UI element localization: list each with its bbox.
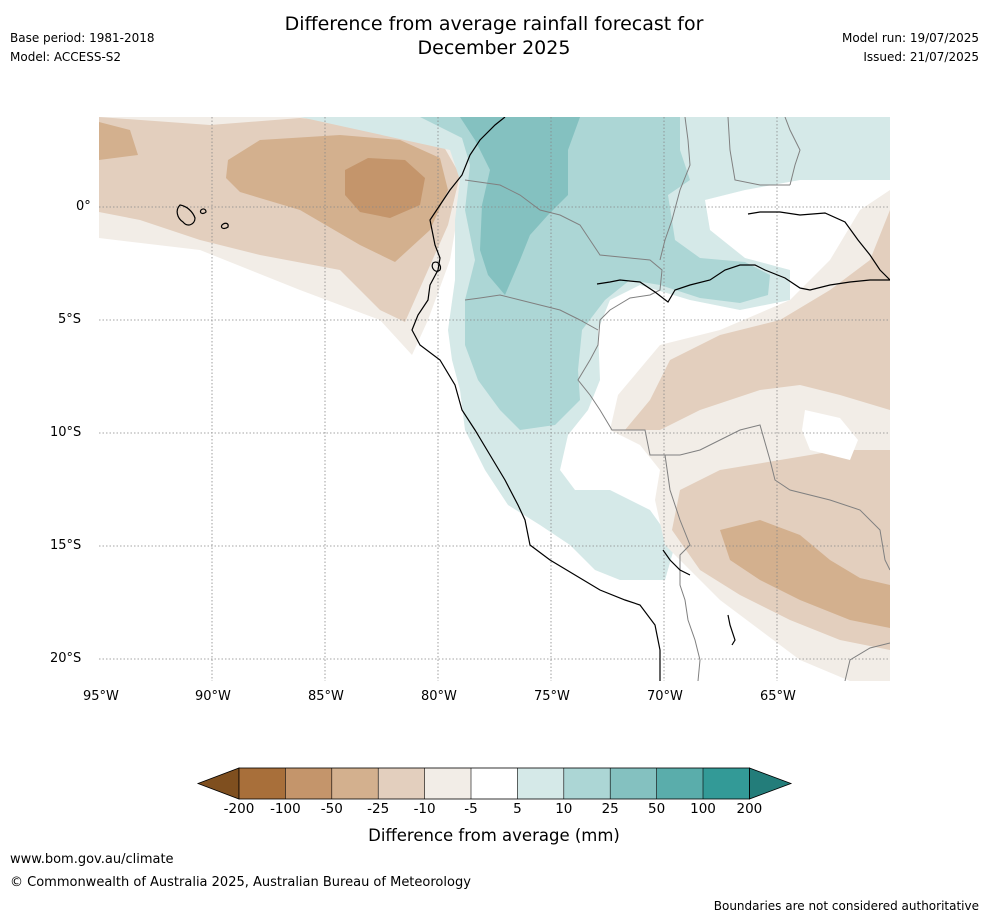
lon-tick: 75°W	[534, 689, 570, 704]
colorbar-swatch	[563, 768, 611, 799]
colorbar-tick-label: -5	[464, 801, 478, 817]
lon-tick: 65°W	[760, 689, 796, 704]
lon-tick: 70°W	[647, 689, 683, 704]
colorbar-tick-label: 200	[736, 801, 763, 817]
map-title: Difference from average rainfall forecas…	[0, 12, 988, 60]
colorbar-swatch	[239, 768, 286, 799]
copyright-text: © Commonwealth of Australia 2025, Austra…	[10, 875, 471, 890]
colorbar-swatch	[471, 768, 518, 799]
lat-tick: 15°S	[50, 538, 82, 553]
lon-tick: 95°W	[83, 689, 119, 704]
colorbar-swatches	[196, 767, 793, 800]
colorbar-tick-label: 25	[601, 801, 619, 817]
wet-region-25	[460, 117, 580, 295]
website-link[interactable]: www.bom.gov.au/climate	[10, 852, 174, 867]
colorbar-outline	[238, 767, 750, 800]
country-borders	[464, 117, 890, 681]
lat-tick: 0°	[76, 199, 91, 214]
colorbar-tick-label: -200	[223, 801, 255, 817]
title-line-1: Difference from average rainfall forecas…	[284, 13, 704, 35]
dry-region-50	[345, 158, 425, 218]
lat-tick: 5°S	[58, 312, 82, 327]
colorbar-tick-label: -100	[270, 801, 301, 817]
title-line-2: December 2025	[417, 37, 571, 59]
lat-tick: 10°S	[50, 425, 82, 440]
colorbar-swatch	[331, 768, 379, 799]
dry-region-25-east	[720, 520, 890, 628]
colorbar-swatch	[656, 768, 703, 799]
graticule	[99, 117, 890, 681]
colorbar-arrow-high	[749, 767, 793, 800]
issued-date: Issued: 21/07/2025	[863, 50, 979, 64]
model-run: Model run: 19/07/2025	[841, 31, 979, 45]
colorbar-title: Difference from average (mm)	[368, 826, 620, 845]
model-name: Model: ACCESS-S2	[10, 50, 122, 64]
dry-region-25	[99, 122, 448, 262]
colorbar-tick-label: 10	[555, 801, 573, 817]
colorbar-tick-label: 5	[513, 801, 522, 817]
colorbar-swatch	[285, 768, 332, 799]
rainfall-contours	[99, 117, 890, 681]
coastline	[176, 117, 890, 681]
colorbar-swatch	[703, 768, 750, 799]
colorbar-tick-label: 100	[690, 801, 716, 817]
colorbar-swatch	[378, 768, 425, 799]
lon-tick: 85°W	[308, 689, 344, 704]
colorbar-tick-label: -50	[320, 801, 343, 817]
colorbar-arrow-low	[196, 767, 240, 800]
colorbar-tick-label: 50	[648, 801, 666, 817]
colorbar-swatch	[610, 768, 657, 799]
lon-tick: 80°W	[421, 689, 457, 704]
wet-region-5	[300, 117, 890, 580]
disclaimer-text: Boundaries are not considered authoritat…	[713, 899, 979, 913]
dry-white-gap	[802, 410, 858, 460]
base-period: Base period: 1981-2018	[10, 31, 155, 45]
colorbar-tick-label: -25	[367, 801, 390, 817]
colorbar-tick-label: -10	[413, 801, 436, 817]
colorbar-swatch	[517, 768, 564, 799]
lat-tick: 20°S	[50, 651, 82, 666]
colorbar-swatch	[424, 768, 471, 799]
lon-tick: 90°W	[195, 689, 231, 704]
